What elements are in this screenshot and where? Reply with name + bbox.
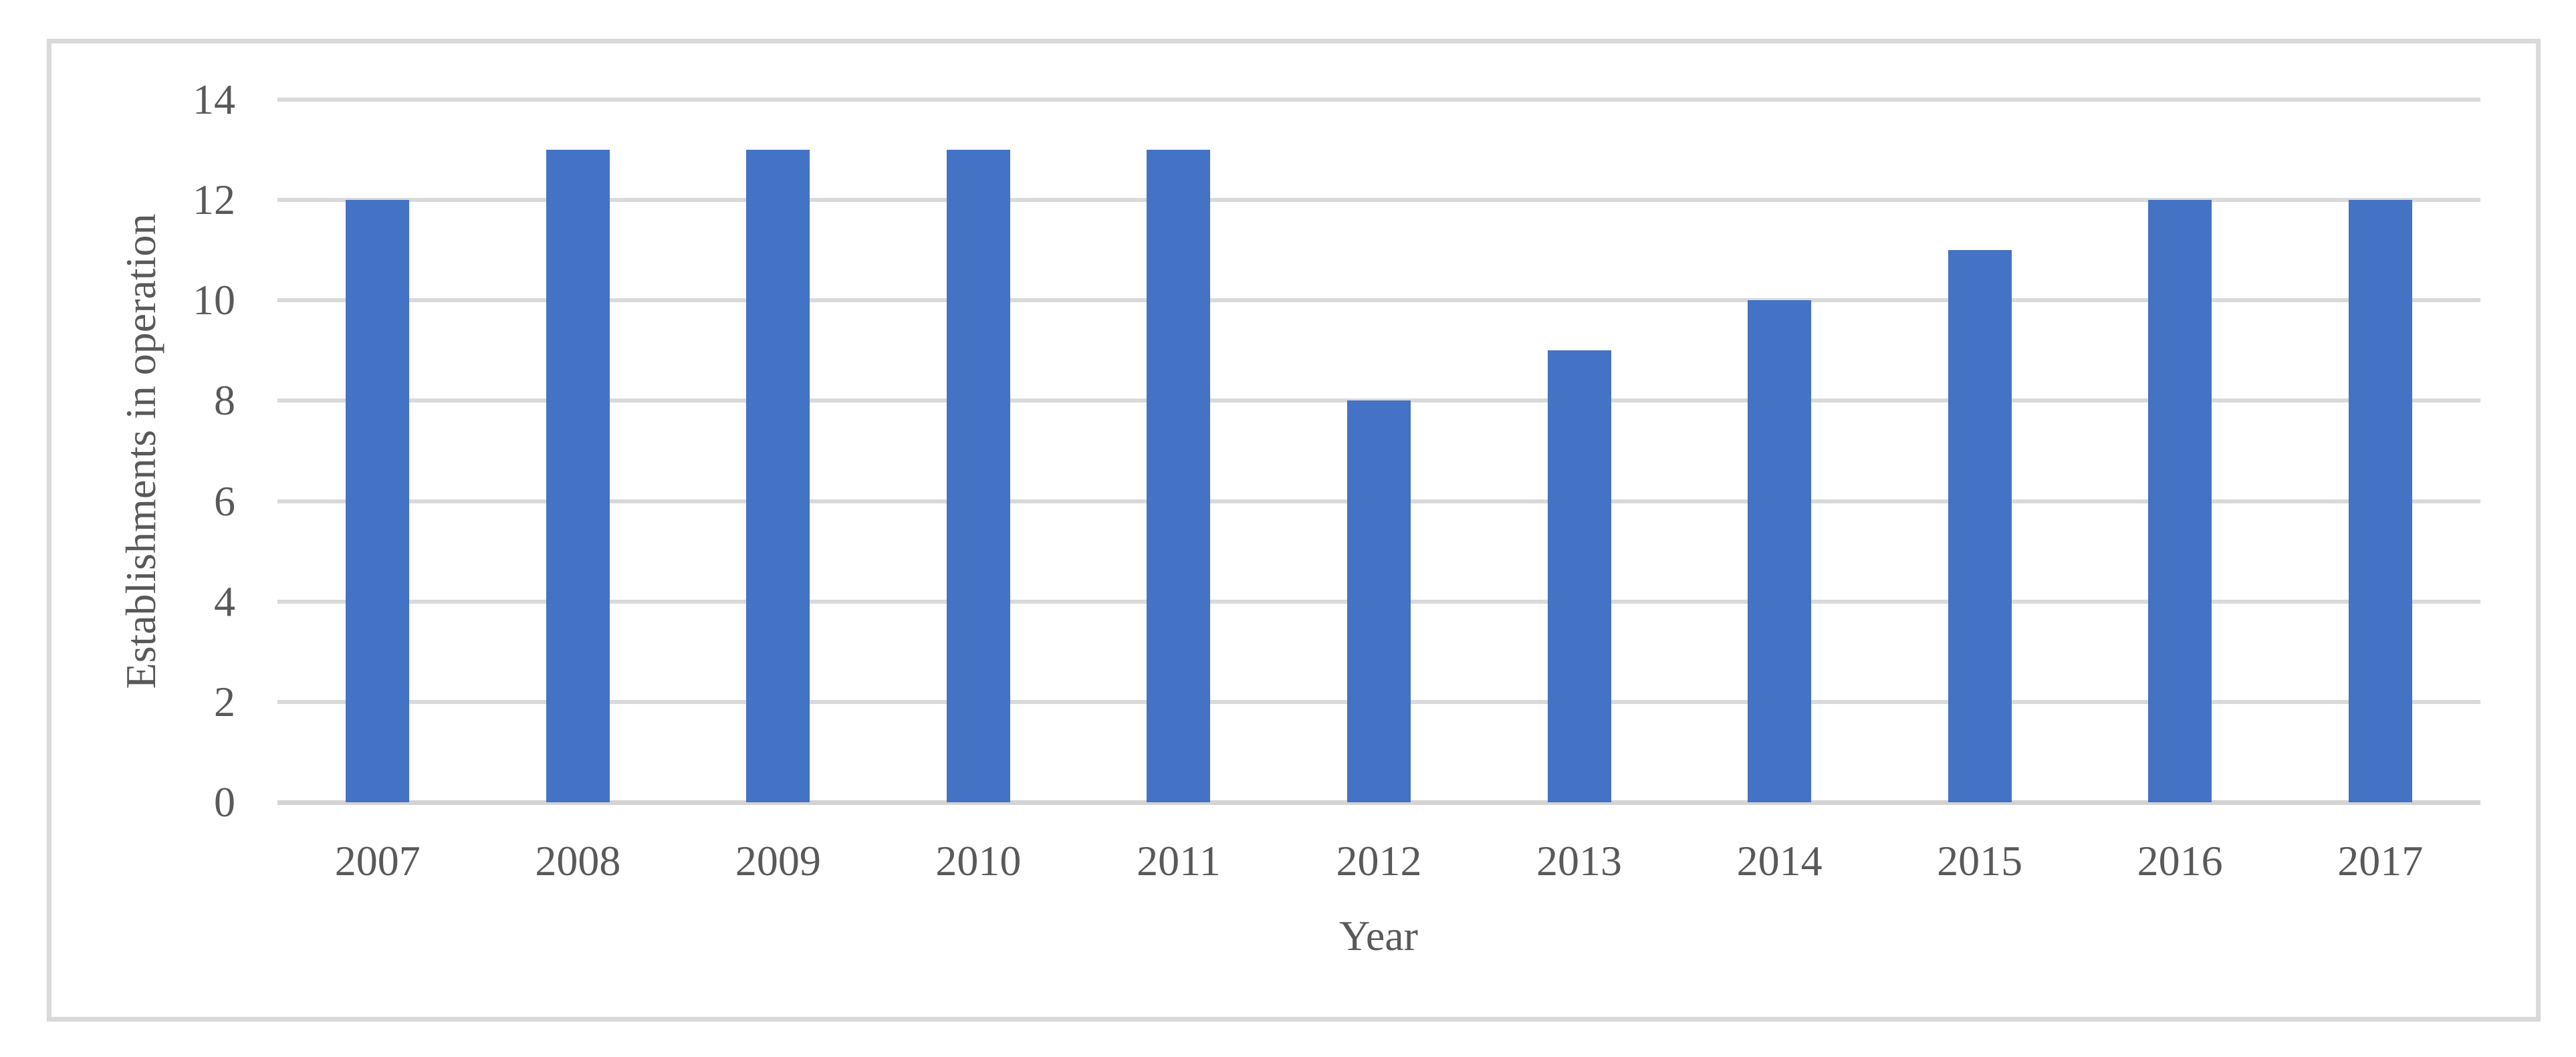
bar-2007 — [346, 200, 410, 802]
bar-2016 — [2148, 200, 2212, 802]
x-tick-label-2016: 2016 — [2137, 837, 2223, 885]
y-tick-label: 12 — [193, 176, 235, 224]
bar-2015 — [1948, 250, 2012, 802]
x-tick-label-2008: 2008 — [535, 837, 621, 885]
bar-2012 — [1347, 400, 1411, 802]
y-tick-label: 14 — [193, 76, 235, 123]
x-axis-line — [277, 800, 2480, 805]
x-tick-label-2007: 2007 — [334, 837, 421, 885]
x-tick-label-2017: 2017 — [2337, 837, 2424, 885]
bar-2014 — [1748, 300, 1812, 802]
x-axis-title: Year — [1339, 912, 1418, 959]
gridline — [277, 198, 2480, 203]
x-tick-label-2015: 2015 — [1937, 837, 2023, 885]
x-tick-label-2012: 2012 — [1336, 837, 1422, 885]
bar-2011 — [1147, 150, 1211, 802]
y-tick-label: 4 — [214, 577, 235, 625]
x-tick-label-2010: 2010 — [935, 837, 1022, 885]
bar-2013 — [1547, 350, 1611, 802]
x-tick-label-2009: 2009 — [735, 837, 821, 885]
x-tick-label-2013: 2013 — [1536, 837, 1623, 885]
y-tick-label: 2 — [214, 677, 235, 725]
bar-2008 — [546, 150, 610, 802]
y-tick-label: 6 — [214, 477, 235, 525]
bar-2009 — [746, 150, 810, 802]
chart-frame — [47, 39, 2541, 1022]
y-tick-label: 0 — [214, 778, 235, 826]
y-axis-title: Establishments in operation — [117, 213, 164, 689]
bar-2010 — [946, 150, 1010, 802]
bar-2017 — [2348, 200, 2412, 802]
gridline — [277, 298, 2480, 303]
x-tick-label-2011: 2011 — [1137, 837, 1221, 885]
gridline — [277, 98, 2480, 102]
y-tick-label: 10 — [193, 276, 235, 324]
y-tick-label: 8 — [214, 376, 235, 425]
x-tick-label-2014: 2014 — [1736, 837, 1823, 885]
